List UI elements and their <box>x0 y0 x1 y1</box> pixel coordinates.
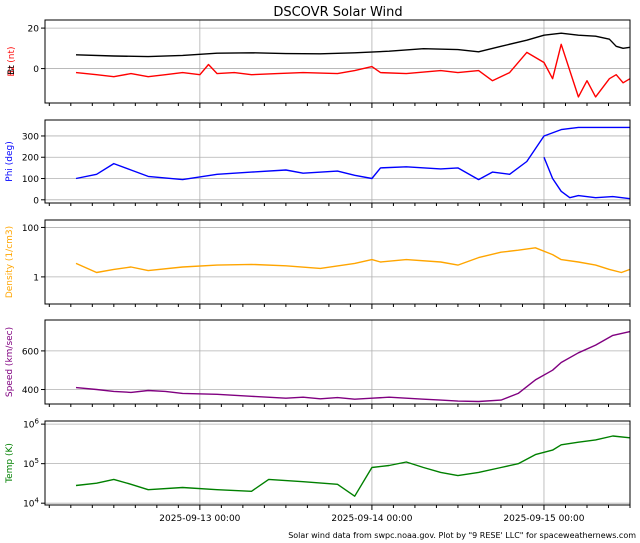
y-tick-label: 300 <box>22 132 39 142</box>
y-tick-label: 20 <box>28 25 40 35</box>
series-line-bz <box>75 43 631 98</box>
chart-title: DSCOVR Solar Wind <box>273 5 402 20</box>
panel-background <box>45 20 630 103</box>
y-tick-label: 0 <box>33 196 39 206</box>
y-tick-label: 600 <box>22 347 39 357</box>
series-line-density <box>75 247 631 274</box>
y-axis-label-secondary: Bt <box>7 65 17 75</box>
y-tick-label: 100 <box>22 224 39 234</box>
series-line-phi_low <box>543 156 631 200</box>
panel-background <box>45 320 630 404</box>
panel-background <box>45 421 630 505</box>
y-axis-label: Phi (deg) <box>5 141 15 181</box>
x-tick-label: 2025-09-15 00:00 <box>503 514 584 524</box>
footer-credit: Solar wind data from swpc.noaa.gov. Plot… <box>288 531 636 540</box>
series-line-phi <box>75 126 630 181</box>
y-tick-label: 400 <box>22 386 39 396</box>
y-tick-label: 200 <box>22 154 39 164</box>
panel-frame <box>44 219 631 305</box>
y-axis-label: Temp (K) <box>5 443 15 484</box>
panel-frame <box>44 119 631 204</box>
panel-background <box>45 220 630 304</box>
panel-phi: 0 100 200 300 Phi (deg) <box>5 119 631 208</box>
x-tick-label: 2025-09-14 00:00 <box>331 514 412 524</box>
y-axis-label: Speed (km/sec) <box>5 327 15 397</box>
panel-frame <box>44 420 631 506</box>
panel-frame <box>44 19 631 104</box>
panel-bz: 0 20 Bz (nt)Bt <box>7 19 631 108</box>
x-tick-label: 2025-09-13 00:00 <box>159 514 240 524</box>
panel-density: 1 100 Density (1/cm3) <box>5 219 631 309</box>
panel-frame <box>44 319 631 405</box>
series-line-speed <box>75 330 631 403</box>
y-axis-label: Bz (nt) <box>7 46 17 76</box>
y-tick-label: 1 <box>33 273 39 283</box>
y-tick-label: 0 <box>33 65 39 75</box>
series-line-temp <box>75 435 631 497</box>
y-tick-label: 100 <box>22 175 39 185</box>
y-axis-label: Density (1/cm3) <box>5 226 15 298</box>
panels: 0 20 Bz (nt)Bt 0 100 200 300 Phi (deg) 1 100 Densi… <box>5 19 631 524</box>
series-line-bt <box>75 32 631 58</box>
panel-background <box>45 120 630 203</box>
panel-speed: 400 600 Speed (km/sec) <box>5 319 631 409</box>
